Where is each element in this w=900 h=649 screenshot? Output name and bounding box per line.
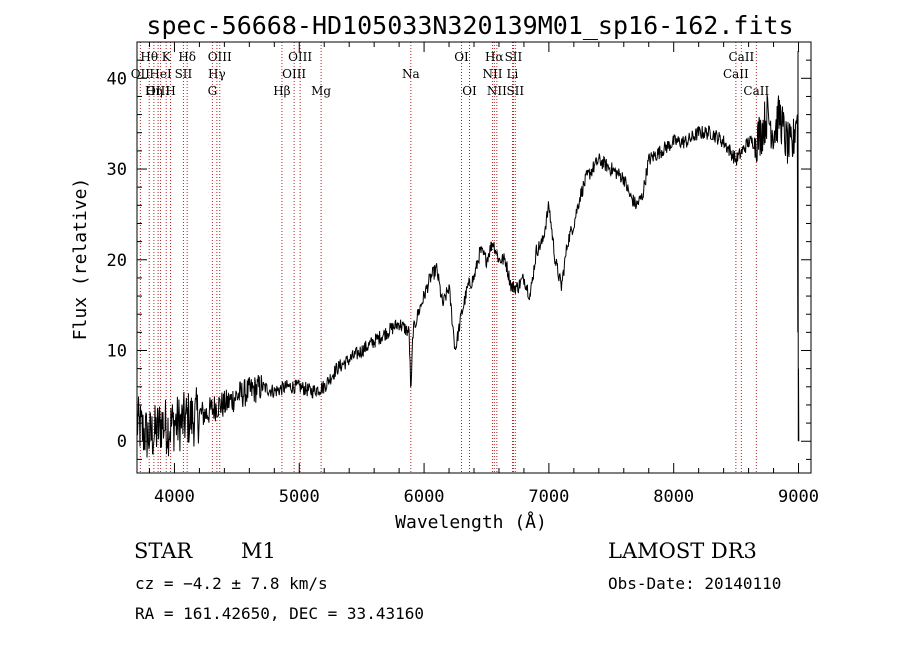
line-label: HeI [149, 67, 172, 81]
y-axis-label: Flux (relative) [70, 178, 91, 341]
object-class: STAR [134, 539, 193, 563]
survey-release: LAMOST DR3 [608, 539, 757, 563]
line-label: Hβ [273, 84, 290, 98]
line-label: OII [131, 67, 151, 81]
line-label: Hδ [178, 50, 196, 64]
line-label: Hη [145, 84, 163, 98]
object-subclass: M1 [241, 539, 276, 563]
line-label: Hγ [208, 67, 226, 81]
redshift-velocity: cz = −4.2 ± 7.8 km/s [135, 574, 328, 593]
line-label: CaII [723, 67, 749, 81]
y-tick-label: 10 [107, 342, 127, 362]
line-label: NII [487, 84, 507, 98]
line-label: K [162, 50, 172, 64]
x-axis-ticks: 4000 5000 6000 7000 8000 9000 [148, 42, 819, 507]
line-label: CaII [728, 50, 754, 64]
line-label: Hθ [140, 50, 158, 64]
line-label: Hα [485, 50, 504, 64]
y-tick-label: 20 [107, 251, 127, 271]
y-tick-label: 30 [107, 160, 127, 180]
line-label: OIII [282, 67, 306, 81]
observation-date: Obs-Date: 20140110 [608, 574, 782, 593]
spectrum-line [136, 51, 800, 458]
coordinates: RA = 161.42650, DEC = 33.43160 [135, 604, 424, 623]
x-tick-label: 5000 [279, 487, 320, 507]
y-tick-label: 40 [107, 69, 127, 89]
line-label: H [165, 84, 175, 98]
y-axis-ticks: 0 10 20 30 40 [107, 41, 811, 460]
line-label: Na [402, 67, 420, 81]
x-tick-label: 9000 [778, 487, 819, 507]
x-tick-label: 8000 [653, 487, 694, 507]
line-label: NII [482, 67, 502, 81]
line-label: OI [454, 50, 469, 64]
x-tick-label: 4000 [154, 487, 195, 507]
chart-title: spec-56668-HD105033N320139M01_sp16-162.f… [146, 11, 793, 40]
x-tick-label: 6000 [404, 487, 445, 507]
line-label: SII [505, 50, 523, 64]
line-label: SII [175, 67, 193, 81]
line-label: OIII [146, 84, 170, 98]
line-label: Li [507, 67, 519, 81]
spectrum-chart: spec-56668-HD105033N320139M01_sp16-162.f… [70, 11, 819, 533]
line-label: OI [462, 84, 477, 98]
line-label: Mg [311, 84, 331, 98]
line-label: G [208, 84, 218, 98]
line-label: OIII [288, 50, 312, 64]
line-label: SII [506, 84, 524, 98]
y-tick-label: 0 [117, 432, 127, 452]
x-axis-label: Wavelength (Å) [395, 511, 547, 533]
line-label: CaII [743, 84, 769, 98]
x-tick-label: 7000 [528, 487, 569, 507]
line-label: OIII [208, 50, 232, 64]
plot-frame [136, 41, 812, 474]
